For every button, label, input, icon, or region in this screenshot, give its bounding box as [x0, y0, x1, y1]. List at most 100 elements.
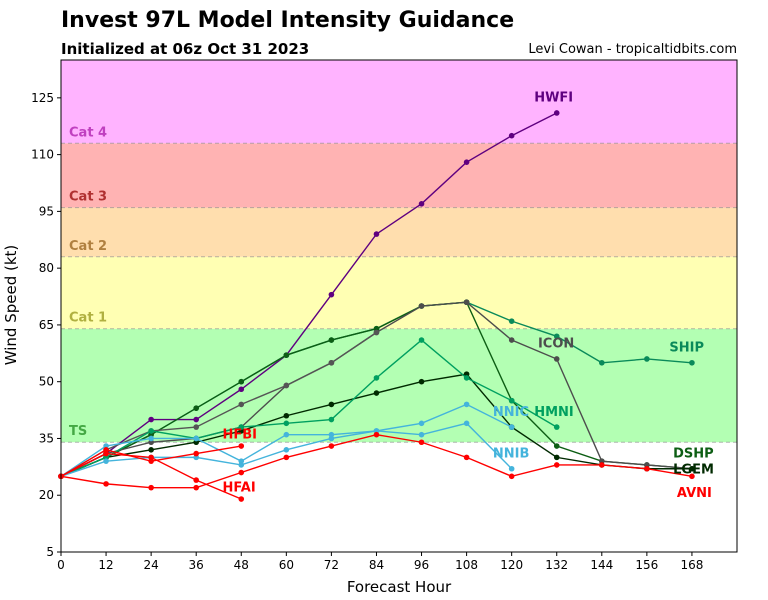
data-point: [508, 473, 515, 480]
data-point: [418, 303, 425, 309]
data-point: [193, 424, 199, 430]
data-point: [418, 378, 425, 385]
series-label: HMNI: [534, 405, 574, 420]
data-point: [508, 465, 515, 472]
data-point: [283, 420, 290, 427]
x-tick-label: 36: [189, 558, 204, 572]
data-point: [689, 465, 695, 472]
y-tick-label: 5: [46, 545, 54, 559]
x-tick-label: 96: [414, 558, 429, 572]
x-tick-label: 144: [590, 558, 613, 572]
band-label: Cat 2: [69, 239, 107, 254]
data-point: [328, 291, 335, 298]
data-point: [553, 356, 560, 362]
data-point: [238, 424, 245, 430]
series-label: HFBI: [222, 427, 257, 442]
data-point: [148, 435, 154, 442]
data-point: [238, 443, 245, 449]
data-point: [148, 454, 154, 461]
data-point: [103, 458, 109, 464]
series-label: HWFI: [534, 91, 573, 106]
band-label: Cat 4: [69, 125, 107, 140]
data-point: [418, 439, 425, 446]
data-point: [193, 484, 199, 491]
data-point: [689, 473, 695, 480]
band-4: [61, 60, 737, 144]
data-point: [148, 416, 154, 423]
data-point: [463, 454, 470, 461]
data-point: [644, 356, 650, 362]
data-point: [508, 132, 515, 139]
data-point: [328, 443, 335, 449]
data-point: [193, 435, 199, 442]
data-point: [373, 431, 380, 438]
y-tick-label: 125: [31, 91, 54, 105]
y-tick-label: 35: [39, 431, 54, 445]
x-tick-label: 0: [57, 558, 65, 572]
x-tick-label: 132: [545, 558, 568, 572]
data-point: [373, 329, 380, 336]
data-point: [463, 159, 470, 165]
series-label: SHIP: [669, 340, 704, 355]
data-point: [689, 359, 695, 366]
y-tick-label: 95: [39, 204, 54, 218]
data-point: [328, 337, 335, 343]
x-tick-label: 156: [635, 558, 658, 572]
data-point: [553, 424, 560, 430]
data-point: [283, 352, 290, 359]
data-point: [238, 462, 245, 468]
data-point: [373, 231, 380, 237]
data-point: [283, 382, 290, 389]
data-point: [463, 420, 470, 427]
data-point: [283, 447, 290, 453]
data-point: [418, 201, 425, 207]
y-tick-label: 65: [39, 318, 54, 332]
series-label: LGEM: [673, 462, 714, 477]
data-point: [463, 299, 470, 306]
series-label: DSHP: [673, 446, 714, 461]
data-point: [328, 401, 335, 408]
y-tick-label: 20: [39, 488, 54, 502]
chart-subtitle: Initialized at 06z Oct 31 2023: [61, 40, 310, 58]
data-point: [328, 359, 335, 366]
data-point: [238, 378, 245, 385]
data-point: [193, 416, 199, 423]
y-tick-label: 80: [39, 261, 54, 275]
data-point: [553, 443, 560, 449]
data-point: [103, 450, 109, 457]
credit: Levi Cowan - tropicaltidbits.com: [528, 42, 737, 57]
band-2: [61, 207, 737, 257]
series-line: [60, 339, 558, 477]
series-label: AVNI: [677, 486, 712, 501]
data-point: [283, 412, 290, 419]
band-label: Cat 1: [69, 311, 107, 326]
data-point: [418, 337, 425, 343]
data-point: [373, 375, 380, 381]
data-point: [148, 428, 154, 434]
plot-frame: [60, 59, 738, 553]
data-point: [373, 390, 380, 396]
data-point: [553, 454, 560, 461]
data-point: [553, 462, 560, 468]
data-point: [508, 318, 515, 324]
data-point: [418, 431, 425, 438]
data-point: [148, 484, 154, 491]
series-line: [60, 331, 377, 477]
data-point: [238, 386, 245, 393]
x-tick-label: 24: [143, 558, 158, 572]
x-tick-label: 84: [369, 558, 384, 572]
x-tick-label: 48: [234, 558, 249, 572]
data-point: [418, 420, 425, 427]
series-label: HFAI: [222, 480, 255, 495]
band-0: [61, 328, 737, 443]
x-tick-label: 120: [500, 558, 523, 572]
data-point: [328, 416, 335, 423]
data-point: [553, 333, 560, 340]
data-point: [193, 477, 199, 483]
data-point: [148, 447, 154, 453]
band-3: [61, 143, 737, 208]
data-point: [283, 454, 290, 461]
data-point: [508, 337, 515, 343]
x-tick-label: 60: [279, 558, 294, 572]
